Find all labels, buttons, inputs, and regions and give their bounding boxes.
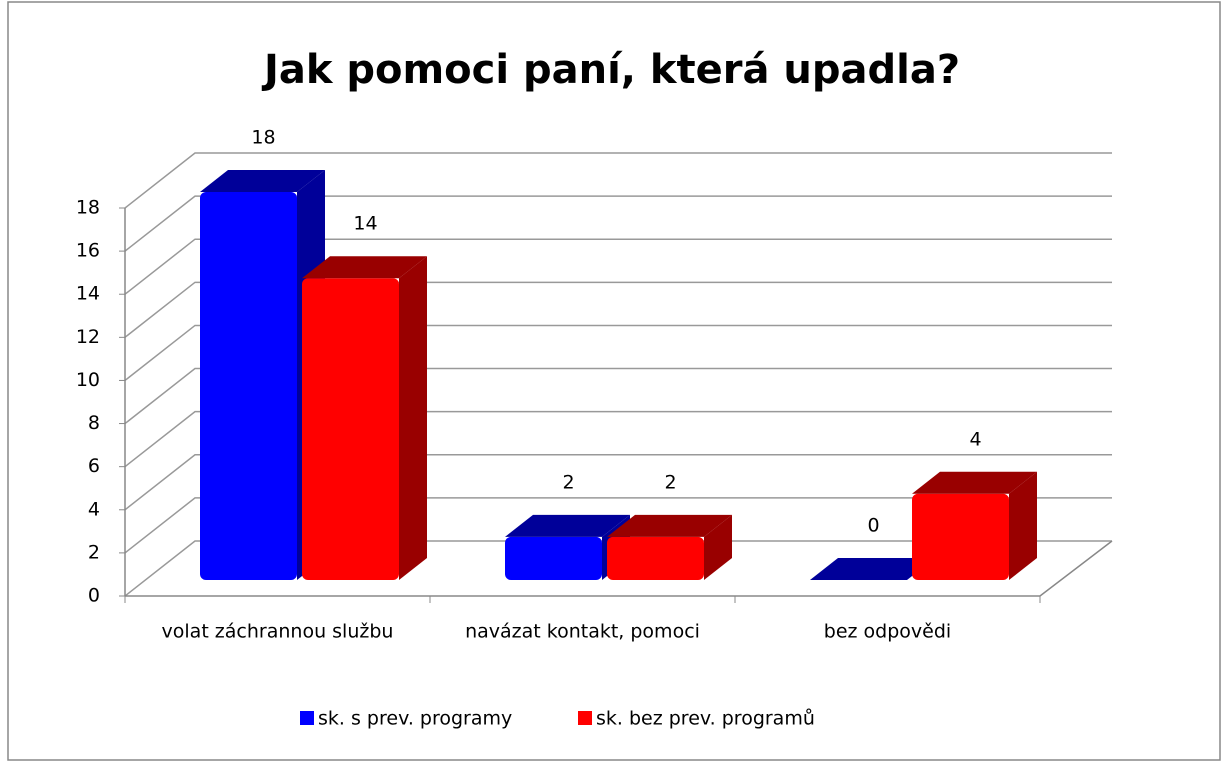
- x-tick-label: navázat kontakt, pomoci: [465, 621, 700, 643]
- y-tick-label: 6: [88, 455, 100, 477]
- y-tick-label: 4: [88, 498, 100, 520]
- grid-line: [124, 454, 1112, 511]
- grid-line: [124, 497, 1112, 554]
- y-tick-label: 0: [88, 585, 100, 607]
- y-tick-label: 18: [76, 197, 100, 219]
- bar-side: [399, 256, 427, 580]
- bar-side: [1009, 471, 1037, 580]
- grid-line: [124, 238, 1112, 295]
- bar-front: [607, 536, 704, 580]
- y-tick-label: 10: [76, 369, 100, 391]
- bar-top: [912, 471, 1037, 494]
- data-label: 2: [664, 471, 676, 493]
- bar-top: [505, 514, 630, 537]
- legend-swatch: [578, 711, 592, 725]
- grid-line: [124, 367, 1112, 425]
- bar-front: [200, 192, 297, 580]
- x-tick-label: bez odpovědi: [824, 621, 951, 643]
- grid-line: [124, 410, 1112, 468]
- bar: [607, 514, 732, 580]
- bar: [810, 558, 935, 580]
- y-tick-label: 12: [76, 326, 100, 348]
- bar-front: [302, 278, 399, 580]
- data-label: 18: [251, 127, 275, 149]
- grid-line: [124, 195, 1112, 252]
- data-label: 14: [353, 213, 377, 235]
- bar-top: [302, 256, 427, 279]
- grid-line: [124, 540, 1112, 597]
- legend-swatch: [300, 711, 314, 725]
- data-label: 0: [867, 515, 879, 537]
- bar-front: [912, 493, 1009, 580]
- bar: [302, 256, 427, 580]
- bar-front: [505, 536, 602, 580]
- legend-label: sk. s prev. programy: [318, 708, 512, 730]
- bar-top: [810, 558, 935, 580]
- x-tick-label: volat záchrannou službu: [162, 621, 394, 643]
- y-tick-label: 2: [88, 541, 100, 563]
- data-label: 4: [969, 428, 981, 450]
- y-tick-label: 16: [76, 240, 100, 262]
- grid-line: [124, 152, 1112, 209]
- bar-top: [200, 170, 325, 192]
- bar-side: [704, 514, 732, 580]
- legend-label: sk. bez prev. programů: [596, 708, 815, 730]
- y-tick-label: 8: [88, 412, 100, 434]
- chart-title: Jak pomoci paní, která upadla?: [261, 47, 960, 93]
- data-label: 2: [562, 471, 574, 493]
- grid-line: [124, 324, 1112, 382]
- bar-top: [607, 514, 732, 537]
- grid-line: [124, 281, 1112, 338]
- bar: [912, 471, 1037, 580]
- chart-border: [7, 1, 1221, 761]
- y-tick-label: 14: [76, 283, 100, 305]
